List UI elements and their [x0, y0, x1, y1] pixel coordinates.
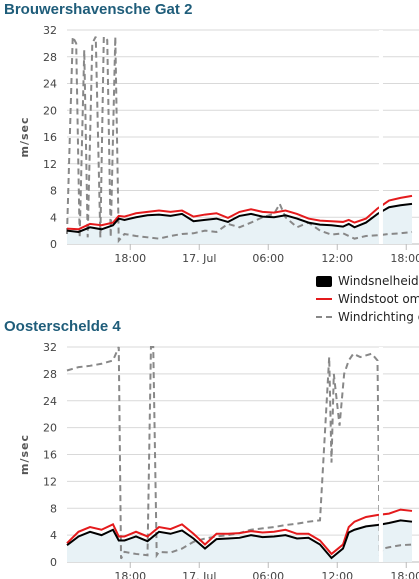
legend-item-direction[interactable]: Windrichting o: [316, 308, 419, 326]
wind-chart-brouwershavensche: 0 4 8 12 16 20 24 28 32 m/sec 18:00 17. Jul 06:00 12:…: [18, 24, 419, 265]
y-axis-label: m/sec: [18, 116, 31, 157]
y-tick-label: 16: [43, 131, 57, 144]
y-tick-label: 24: [43, 78, 57, 91]
wind-chart-oosterschelde: 0 4 8 12 16 20 24 28 32 m/sec 18:00 17. Jul 06:00 12:…: [18, 341, 419, 579]
x-tick-label: 18:00: [114, 570, 146, 579]
legend-item-speed[interactable]: Windsnelheid: [316, 272, 419, 290]
x-tick-label: 18:00: [390, 570, 419, 579]
y-tick-label: 0: [50, 556, 57, 569]
x-tick-label: 06:00: [252, 252, 284, 265]
legend-gust-swatch: [316, 298, 332, 300]
y-tick-label: 4: [50, 211, 57, 224]
y-tick-label: 20: [43, 422, 57, 435]
legend-direction-label: Windrichting o: [338, 310, 419, 324]
legend-item-gust[interactable]: Windstoot om: [316, 290, 419, 308]
y-tick-label: 28: [43, 51, 57, 64]
x-tick-label: 12:00: [321, 570, 353, 579]
y-tick-label: 32: [43, 24, 57, 37]
y-tick-label: 8: [50, 502, 57, 515]
x-tick-label: 17. Jul: [182, 570, 216, 579]
x-tick-label: 06:00: [252, 570, 284, 579]
chart-title-oosterschelde: Oosterschelde 4: [4, 318, 121, 335]
y-tick-label: 16: [43, 449, 57, 462]
series-line-gust: [66, 508, 413, 556]
y-tick-label: 28: [43, 368, 57, 381]
x-tick-label: 18:00: [390, 252, 419, 265]
chart-title-brouwershavensche: Brouwershavensche Gat 2: [4, 1, 193, 18]
legend-speed-label: Windsnelheid: [338, 274, 419, 288]
x-tick-label: 18:00: [114, 252, 146, 265]
y-tick-label: 24: [43, 395, 57, 408]
y-tick-label: 8: [50, 185, 57, 198]
y-tick-label: 4: [50, 529, 57, 542]
series-line-speed: [66, 202, 413, 233]
legend: Windsnelheid Windstoot om Windrichting o: [316, 272, 419, 326]
legend-gust-label: Windstoot om: [338, 292, 419, 306]
x-tick-label: 12:00: [321, 252, 353, 265]
series-line-speed: [66, 519, 413, 560]
y-tick-label: 0: [50, 238, 57, 251]
data-gap-band: [378, 347, 383, 562]
y-tick-label: 32: [43, 341, 57, 354]
y-axis-label: m/sec: [18, 434, 31, 475]
legend-speed-swatch: [316, 275, 332, 287]
speed-area: [67, 203, 412, 244]
x-tick-label: 17. Jul: [182, 252, 216, 265]
y-tick-label: 12: [43, 475, 57, 488]
data-gap-band: [378, 30, 383, 244]
series-line-direction: [66, 32, 413, 244]
legend-direction-swatch: [316, 316, 332, 318]
y-tick-label: 12: [43, 158, 57, 171]
y-tick-label: 20: [43, 104, 57, 117]
series-line-direction: [66, 346, 413, 560]
series-line-gust: [66, 194, 413, 231]
